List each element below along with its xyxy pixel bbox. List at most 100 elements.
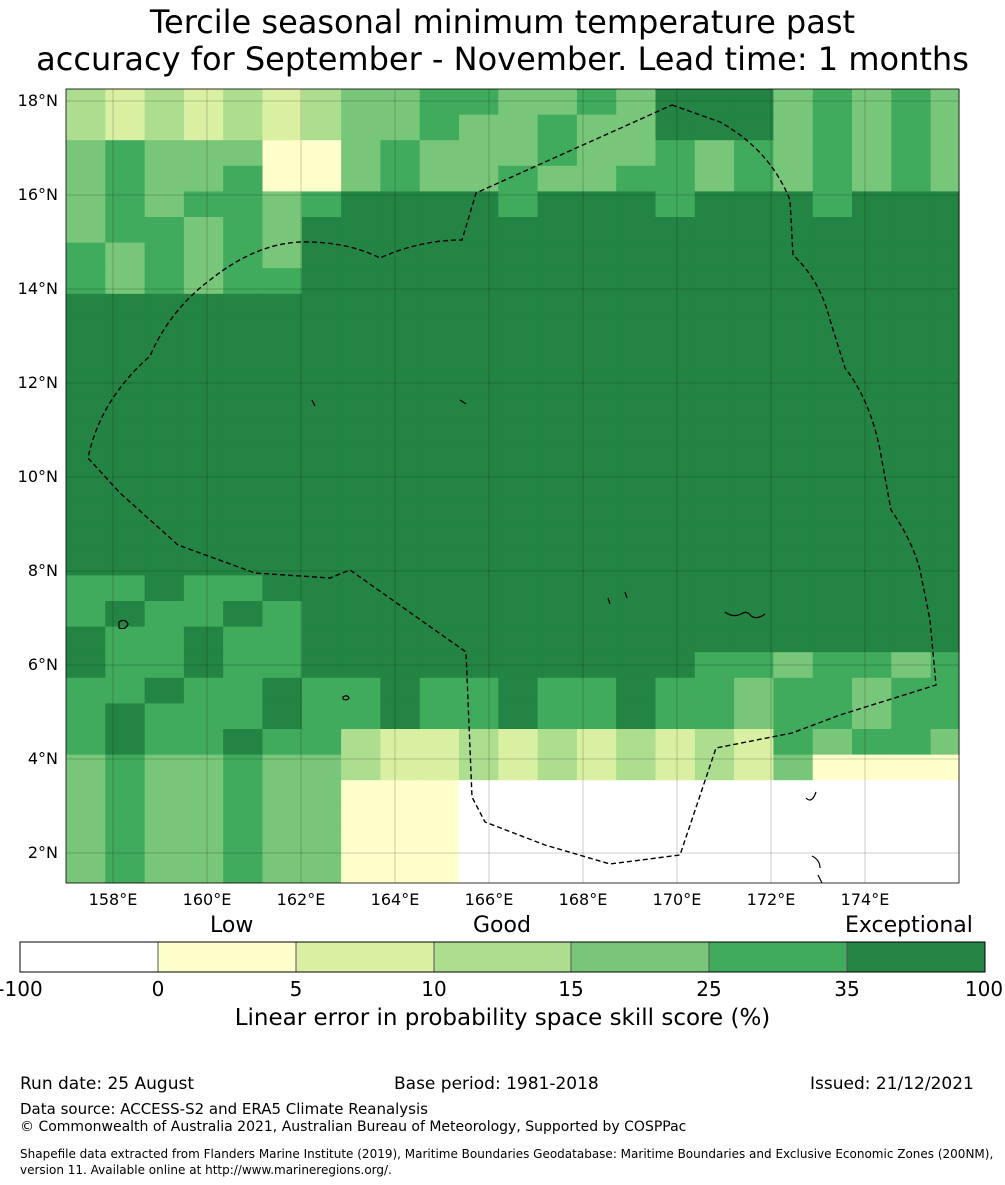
- grid-cell: [930, 242, 960, 269]
- grid-cell: [223, 652, 264, 679]
- lat-label-2: 2°N: [27, 843, 58, 862]
- grid-cell: [183, 703, 224, 730]
- grid-cell: [930, 729, 960, 756]
- grid-cell: [891, 421, 932, 448]
- grid-cell: [616, 498, 657, 525]
- grid-cell: [498, 293, 539, 320]
- grid-cell: [223, 575, 264, 602]
- grid-cell: [930, 652, 960, 679]
- grid-cell: [66, 217, 106, 244]
- grid-cell: [616, 652, 657, 679]
- grid-cell: [459, 345, 499, 372]
- grid-cell: [694, 447, 735, 474]
- grid-cell: [223, 601, 264, 628]
- grid-cell: [891, 626, 932, 653]
- grid-cell: [144, 652, 185, 679]
- grid-cell: [852, 114, 892, 141]
- lon-label-170: 170°E: [652, 890, 702, 909]
- grid-cell: [144, 319, 185, 346]
- grid-cell: [852, 191, 892, 218]
- grid-cell: [183, 89, 224, 116]
- grid-cell: [66, 268, 106, 295]
- grid-cell: [852, 601, 892, 628]
- grid-cell: [459, 319, 499, 346]
- grid-cell: [576, 268, 617, 295]
- grid-cell: [694, 703, 735, 730]
- grid-cell: [301, 191, 342, 218]
- grid-cell: [341, 191, 381, 218]
- grid-cell: [930, 575, 960, 602]
- grid-cell: [891, 498, 932, 525]
- grid-cell: [812, 370, 853, 397]
- shapefile-credit-line-2: version 11. Available online at http://w…: [20, 1163, 392, 1177]
- grid-cell: [144, 780, 185, 807]
- grid-cell: [694, 473, 735, 500]
- grid-cell: [105, 754, 146, 781]
- grid-cell: [498, 447, 539, 474]
- grid-cell: [262, 652, 303, 679]
- grid-cell: [459, 242, 499, 269]
- grid-cell: [223, 370, 264, 397]
- grid-cell: [144, 140, 185, 167]
- grid-cell: [144, 370, 185, 397]
- grid-cell: [301, 268, 342, 295]
- grid-cell: [498, 421, 539, 448]
- grid-cell: [459, 498, 499, 525]
- grid-cell: [812, 473, 853, 500]
- grid-cell: [773, 370, 814, 397]
- grid-cell: [183, 805, 224, 832]
- grid-cell: [930, 114, 960, 141]
- grid-cell: [930, 191, 960, 218]
- grid-cell: [459, 575, 499, 602]
- grid-cell: [694, 396, 735, 423]
- grid-cell: [144, 89, 185, 116]
- grid-cell: [341, 805, 381, 832]
- grid-cell: [576, 652, 617, 679]
- grid-cell: [419, 473, 460, 500]
- grid-cell: [930, 601, 960, 628]
- grid-cell: [419, 677, 460, 704]
- grid-cell: [419, 140, 460, 167]
- grid-cell: [616, 677, 657, 704]
- grid-cell: [341, 831, 381, 858]
- grid-cell: [262, 447, 303, 474]
- grid-cell: [812, 89, 853, 116]
- grid-cell: [576, 601, 617, 628]
- grid-cell: [930, 217, 960, 244]
- grid-cell: [262, 319, 303, 346]
- grid-cell: [66, 473, 106, 500]
- grid-cell: [66, 780, 106, 807]
- grid-cell: [498, 857, 539, 884]
- grid-cell: [537, 370, 578, 397]
- grid-cell: [537, 652, 578, 679]
- grid-cell: [930, 857, 960, 884]
- grid-cell: [773, 114, 814, 141]
- grid-cell: [223, 703, 264, 730]
- grid-cell: [380, 114, 421, 141]
- grid-cell: [930, 805, 960, 832]
- grid-cell: [891, 729, 932, 756]
- grid-cell: [105, 370, 146, 397]
- grid-cell: [930, 140, 960, 167]
- grid-cell: [812, 217, 853, 244]
- grid-cell: [773, 601, 814, 628]
- grid-cell: [223, 165, 264, 192]
- grid-cell: [852, 703, 892, 730]
- grid-cell: [694, 857, 735, 884]
- grid-cell: [498, 754, 539, 781]
- shapefile-credit-line-1: Shapefile data extracted from Flanders M…: [20, 1147, 994, 1161]
- grid-cell: [773, 345, 814, 372]
- grid-cell: [380, 268, 421, 295]
- grid-cell: [852, 857, 892, 884]
- grid-cell: [852, 165, 892, 192]
- grid-cell: [262, 754, 303, 781]
- grid-cell: [773, 857, 814, 884]
- grid-cell: [891, 549, 932, 576]
- grid-cell: [262, 549, 303, 576]
- grid-cell: [852, 652, 892, 679]
- grid-cell: [301, 677, 342, 704]
- grid-cell: [576, 857, 617, 884]
- grid-cell: [419, 268, 460, 295]
- grid-cell: [380, 140, 421, 167]
- grid-cell: [223, 396, 264, 423]
